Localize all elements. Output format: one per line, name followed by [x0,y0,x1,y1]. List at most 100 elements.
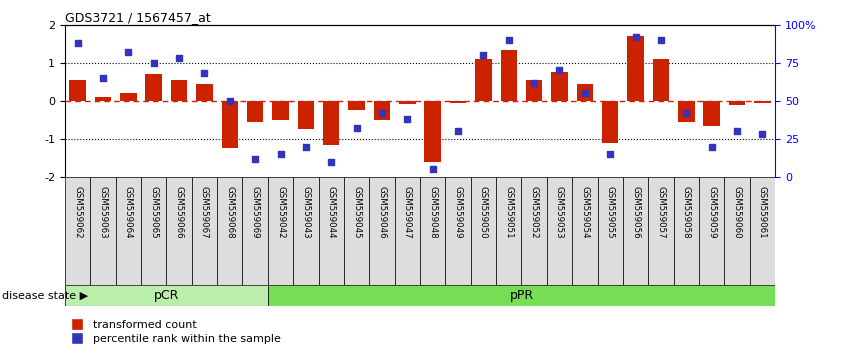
Bar [471,177,496,285]
Bar [395,177,420,285]
Bar [145,74,162,101]
Text: GSM559047: GSM559047 [403,185,412,238]
Text: GSM559044: GSM559044 [326,185,336,238]
Bar [369,177,395,285]
Text: disease state ▶: disease state ▶ [2,291,87,301]
Bar [90,177,116,285]
Bar [699,177,724,285]
Point [172,56,186,61]
Text: GSM559068: GSM559068 [225,185,235,238]
Point [730,129,744,134]
Bar [445,177,471,285]
Text: GSM559051: GSM559051 [504,185,514,238]
Bar [729,101,746,105]
Bar [678,101,695,122]
Point [121,49,135,55]
Bar [344,177,369,285]
Point [71,40,85,46]
Text: pPR: pPR [509,289,533,302]
Text: GSM559055: GSM559055 [605,185,615,238]
Point [249,156,262,161]
Point [604,152,617,157]
Point [476,52,490,58]
Text: GSM559056: GSM559056 [631,185,640,238]
Point [553,68,566,73]
Point [299,144,313,149]
Bar [120,93,137,101]
Bar [521,177,546,285]
Point [501,37,515,43]
Text: GSM559061: GSM559061 [758,185,767,238]
Point [527,80,541,85]
Bar [399,101,416,104]
Bar [294,177,319,285]
Bar [496,177,521,285]
Text: GSM559059: GSM559059 [708,185,716,238]
Point [324,159,338,165]
Text: GSM559063: GSM559063 [99,185,107,238]
Legend: transformed count, percentile rank within the sample: transformed count, percentile rank withi… [66,315,285,348]
Bar [191,177,217,285]
Bar [475,59,492,101]
Text: GSM559050: GSM559050 [479,185,488,238]
Bar [572,177,598,285]
Text: GSM559045: GSM559045 [352,185,361,238]
Bar [501,50,517,101]
Bar [272,101,288,120]
Bar [420,177,445,285]
Bar [268,285,775,306]
Text: GDS3721 / 1567457_at: GDS3721 / 1567457_at [65,11,210,24]
Bar [298,101,314,130]
Point [755,132,769,137]
Point [705,144,719,149]
Bar [247,101,263,122]
Text: GSM559066: GSM559066 [175,185,184,238]
Bar [674,177,699,285]
Point [375,110,389,116]
Bar [449,101,466,103]
Bar [65,285,268,306]
Text: GSM559067: GSM559067 [200,185,209,238]
Text: GSM559054: GSM559054 [580,185,590,238]
Bar [623,177,649,285]
Text: GSM559058: GSM559058 [682,185,691,238]
Text: GSM559043: GSM559043 [301,185,310,238]
Bar [171,80,187,101]
Text: GSM559046: GSM559046 [378,185,386,238]
Point [578,90,591,96]
Point [426,167,440,172]
Text: GSM559064: GSM559064 [124,185,132,238]
Text: GSM559053: GSM559053 [555,185,564,238]
Bar [217,177,242,285]
Point [679,110,693,116]
Bar [141,177,166,285]
Bar [598,177,623,285]
Point [629,34,643,40]
Bar [552,72,568,101]
Bar [268,177,294,285]
Bar [750,177,775,285]
Text: GSM559049: GSM559049 [454,185,462,238]
Point [96,75,110,81]
Text: GSM559042: GSM559042 [276,185,285,238]
Bar [602,101,618,143]
Point [350,125,364,131]
Text: pCR: pCR [153,289,179,302]
Bar [653,59,669,101]
Bar [222,101,238,148]
Bar [374,101,391,120]
Bar [546,177,572,285]
Point [197,71,211,76]
Text: GSM559065: GSM559065 [149,185,158,238]
Point [223,98,236,104]
Text: GSM559060: GSM559060 [733,185,741,238]
Bar [724,177,750,285]
Bar [323,101,339,145]
Bar [348,101,365,110]
Bar [166,177,191,285]
Bar [116,177,141,285]
Bar [424,101,441,162]
Bar [69,80,86,101]
Bar [703,101,720,126]
Bar [197,84,213,101]
